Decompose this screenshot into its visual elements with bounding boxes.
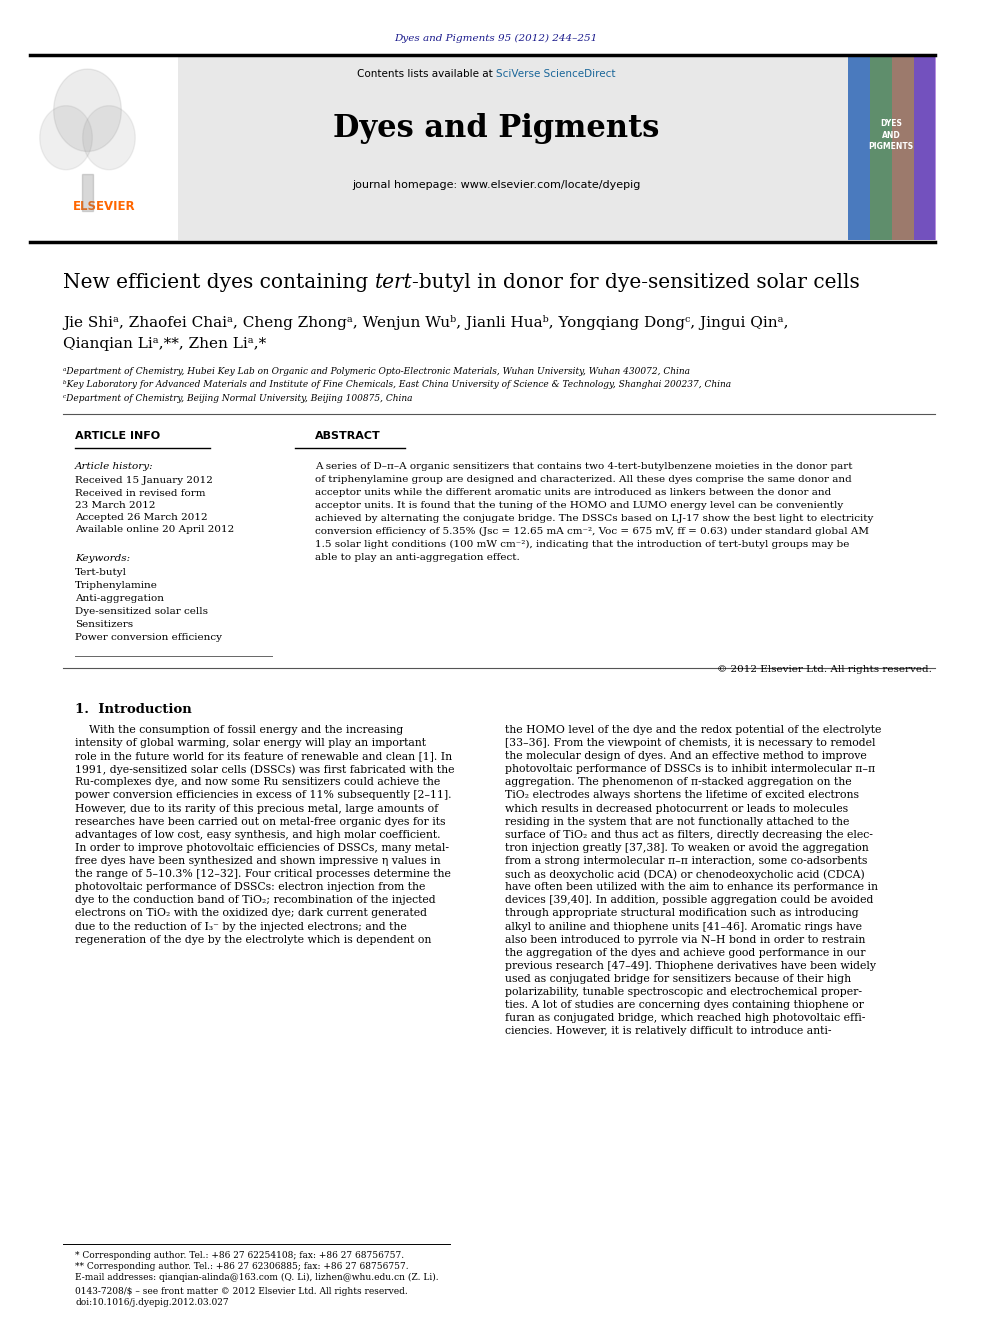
Text: SciVerse ScienceDirect: SciVerse ScienceDirect bbox=[496, 69, 615, 79]
Text: acceptor units. It is found that the tuning of the HOMO and LUMO energy level ca: acceptor units. It is found that the tun… bbox=[315, 501, 843, 509]
Text: ties. A lot of studies are concerning dyes containing thiophene or: ties. A lot of studies are concerning dy… bbox=[505, 1000, 864, 1009]
Text: DYES
AND
PIGMENTS: DYES AND PIGMENTS bbox=[868, 119, 914, 151]
Text: Available online 20 April 2012: Available online 20 April 2012 bbox=[75, 525, 234, 534]
Text: the HOMO level of the dye and the redox potential of the electrolyte: the HOMO level of the dye and the redox … bbox=[505, 725, 881, 736]
Text: 1.5 solar light conditions (100 mW cm⁻²), indicating that the introduction of te: 1.5 solar light conditions (100 mW cm⁻²)… bbox=[315, 540, 849, 549]
Text: Keywords:: Keywords: bbox=[75, 554, 130, 564]
Text: -butyl in donor for dye-sensitized solar cells: -butyl in donor for dye-sensitized solar… bbox=[413, 274, 860, 292]
Text: However, due to its rarity of this precious metal, large amounts of: However, due to its rarity of this preci… bbox=[75, 803, 438, 814]
Text: achieved by alternating the conjugate bridge. The DSSCs based on LJ-17 show the : achieved by alternating the conjugate br… bbox=[315, 515, 873, 523]
Text: previous research [47–49]. Thiophene derivatives have been widely: previous research [47–49]. Thiophene der… bbox=[505, 960, 876, 971]
Text: Received in revised form: Received in revised form bbox=[75, 490, 205, 497]
Text: used as conjugated bridge for sensitizers because of their high: used as conjugated bridge for sensitizer… bbox=[505, 974, 851, 984]
Bar bbox=[848, 56, 935, 239]
Text: * Corresponding author. Tel.: +86 27 62254108; fax: +86 27 68756757.: * Corresponding author. Tel.: +86 27 622… bbox=[75, 1252, 404, 1259]
Text: ᵇKey Laboratory for Advanced Materials and Institute of Fine Chemicals, East Chi: ᵇKey Laboratory for Advanced Materials a… bbox=[63, 381, 731, 389]
Text: ELSEVIER: ELSEVIER bbox=[72, 201, 135, 213]
Text: of triphenylamine group are designed and characterized. All these dyes comprise : of triphenylamine group are designed and… bbox=[315, 475, 852, 484]
Text: which results in decreased photocurrent or leads to molecules: which results in decreased photocurrent … bbox=[505, 803, 848, 814]
Text: Received 15 January 2012: Received 15 January 2012 bbox=[75, 476, 213, 486]
Text: ABSTRACT: ABSTRACT bbox=[315, 431, 381, 441]
Text: ᶜDepartment of Chemistry, Beijing Normal University, Beijing 100875, China: ᶜDepartment of Chemistry, Beijing Normal… bbox=[63, 393, 413, 402]
Text: intensity of global warming, solar energy will play an important: intensity of global warming, solar energ… bbox=[75, 738, 426, 747]
Bar bbox=[30, 56, 178, 239]
Text: photovoltaic performance of DSSCs: electron injection from the: photovoltaic performance of DSSCs: elect… bbox=[75, 882, 426, 892]
Text: Contents lists available at: Contents lists available at bbox=[357, 69, 496, 79]
Text: Power conversion efficiency: Power conversion efficiency bbox=[75, 632, 222, 642]
Text: polarizability, tunable spectroscopic and electrochemical proper-: polarizability, tunable spectroscopic an… bbox=[505, 987, 862, 998]
Text: Dye-sensitized solar cells: Dye-sensitized solar cells bbox=[75, 607, 208, 617]
Text: conversion efficiency of 5.35% (Jsc = 12.65 mA cm⁻², Voc = 675 mV, ff = 0.63) un: conversion efficiency of 5.35% (Jsc = 12… bbox=[315, 527, 869, 536]
Bar bbox=[82, 175, 93, 210]
Text: © 2012 Elsevier Ltd. All rights reserved.: © 2012 Elsevier Ltd. All rights reserved… bbox=[717, 665, 932, 673]
Text: Qianqian Liᵃ,**, Zhen Liᵃ,*: Qianqian Liᵃ,**, Zhen Liᵃ,* bbox=[63, 337, 266, 351]
Text: furan as conjugated bridge, which reached high photovoltaic effi-: furan as conjugated bridge, which reache… bbox=[505, 1013, 865, 1023]
Text: New efficient dyes containing: New efficient dyes containing bbox=[63, 274, 375, 292]
Polygon shape bbox=[82, 106, 135, 169]
Text: tron injection greatly [37,38]. To weaken or avoid the aggregation: tron injection greatly [37,38]. To weake… bbox=[505, 843, 869, 853]
Text: 0143-7208/$ – see front matter © 2012 Elsevier Ltd. All rights reserved.: 0143-7208/$ – see front matter © 2012 El… bbox=[75, 1287, 408, 1297]
Text: TiO₂ electrodes always shortens the lifetime of excited electrons: TiO₂ electrodes always shortens the life… bbox=[505, 791, 859, 800]
Text: Sensitizers: Sensitizers bbox=[75, 620, 133, 628]
Text: from a strong intermolecular π–π interaction, some co-adsorbents: from a strong intermolecular π–π interac… bbox=[505, 856, 867, 867]
Text: With the consumption of fossil energy and the increasing: With the consumption of fossil energy an… bbox=[75, 725, 404, 736]
Text: ciencies. However, it is relatively difficult to introduce anti-: ciencies. However, it is relatively diff… bbox=[505, 1027, 831, 1036]
Text: Anti-aggregation: Anti-aggregation bbox=[75, 594, 164, 603]
Text: 1.  Introduction: 1. Introduction bbox=[75, 703, 191, 716]
Text: photovoltaic performance of DSSCs is to inhibit intermolecular π–π: photovoltaic performance of DSSCs is to … bbox=[505, 765, 875, 774]
Text: ᵃDepartment of Chemistry, Hubei Key Lab on Organic and Polymeric Opto-Electronic: ᵃDepartment of Chemistry, Hubei Key Lab … bbox=[63, 368, 690, 377]
Text: dye to the conduction band of TiO₂; recombination of the injected: dye to the conduction band of TiO₂; reco… bbox=[75, 896, 435, 905]
Text: surface of TiO₂ and thus act as filters, directly decreasing the elec-: surface of TiO₂ and thus act as filters,… bbox=[505, 830, 873, 840]
Text: alkyl to aniline and thiophene units [41–46]. Aromatic rings have: alkyl to aniline and thiophene units [41… bbox=[505, 922, 862, 931]
Text: ARTICLE INFO: ARTICLE INFO bbox=[75, 431, 160, 441]
Bar bbox=[892, 56, 914, 239]
Text: free dyes have been synthesized and shown impressive η values in: free dyes have been synthesized and show… bbox=[75, 856, 440, 867]
Text: E-mail addresses: qianqian-alinda@163.com (Q. Li), lizhen@whu.edu.cn (Z. Li).: E-mail addresses: qianqian-alinda@163.co… bbox=[75, 1273, 438, 1282]
Text: A series of D–π–A organic sensitizers that contains two 4-tert-butylbenzene moie: A series of D–π–A organic sensitizers th… bbox=[315, 462, 852, 471]
Text: Accepted 26 March 2012: Accepted 26 March 2012 bbox=[75, 513, 207, 523]
Text: aggregation. The phenomenon of π-stacked aggregation on the: aggregation. The phenomenon of π-stacked… bbox=[505, 778, 851, 787]
Text: 23 March 2012: 23 March 2012 bbox=[75, 501, 156, 509]
Text: journal homepage: www.elsevier.com/locate/dyepig: journal homepage: www.elsevier.com/locat… bbox=[352, 180, 640, 191]
Bar bbox=[914, 56, 936, 239]
Text: advantages of low cost, easy synthesis, and high molar coefficient.: advantages of low cost, easy synthesis, … bbox=[75, 830, 440, 840]
Text: Triphenylamine: Triphenylamine bbox=[75, 581, 158, 590]
Text: acceptor units while the different aromatic units are introduced as linkers betw: acceptor units while the different aroma… bbox=[315, 488, 831, 497]
Text: Jie Shiᵃ, Zhaofei Chaiᵃ, Cheng Zhongᵃ, Wenjun Wuᵇ, Jianli Huaᵇ, Yongqiang Dongᶜ,: Jie Shiᵃ, Zhaofei Chaiᵃ, Cheng Zhongᵃ, W… bbox=[63, 315, 789, 329]
Text: researches have been carried out on metal-free organic dyes for its: researches have been carried out on meta… bbox=[75, 816, 445, 827]
Text: the aggregation of the dyes and achieve good performance in our: the aggregation of the dyes and achieve … bbox=[505, 947, 865, 958]
Text: also been introduced to pyrrole via N–H bond in order to restrain: also been introduced to pyrrole via N–H … bbox=[505, 934, 865, 945]
Text: Article history:: Article history: bbox=[75, 462, 154, 471]
Bar bbox=[30, 56, 935, 239]
Text: Ru-complexes dye, and now some Ru sensitizers could achieve the: Ru-complexes dye, and now some Ru sensit… bbox=[75, 778, 440, 787]
Text: have often been utilized with the aim to enhance its performance in: have often been utilized with the aim to… bbox=[505, 882, 878, 892]
Text: devices [39,40]. In addition, possible aggregation could be avoided: devices [39,40]. In addition, possible a… bbox=[505, 896, 873, 905]
Text: In order to improve photovoltaic efficiencies of DSSCs, many metal-: In order to improve photovoltaic efficie… bbox=[75, 843, 449, 853]
Text: due to the reduction of I₃⁻ by the injected electrons; and the: due to the reduction of I₃⁻ by the injec… bbox=[75, 922, 407, 931]
Text: Tert-butyl: Tert-butyl bbox=[75, 568, 127, 577]
Bar bbox=[848, 56, 870, 239]
Text: the range of 5–10.3% [12–32]. Four critical processes determine the: the range of 5–10.3% [12–32]. Four criti… bbox=[75, 869, 451, 878]
Polygon shape bbox=[54, 69, 121, 151]
Text: electrons on TiO₂ with the oxidized dye; dark current generated: electrons on TiO₂ with the oxidized dye;… bbox=[75, 909, 427, 918]
Text: residing in the system that are not functionally attached to the: residing in the system that are not func… bbox=[505, 816, 849, 827]
Bar bbox=[870, 56, 892, 239]
Text: role in the future world for its feature of renewable and clean [1]. In: role in the future world for its feature… bbox=[75, 751, 452, 761]
Text: able to play an anti-aggregation effect.: able to play an anti-aggregation effect. bbox=[315, 553, 520, 562]
Text: regeneration of the dye by the electrolyte which is dependent on: regeneration of the dye by the electroly… bbox=[75, 934, 432, 945]
Text: power conversion efficiencies in excess of 11% subsequently [2–11].: power conversion efficiencies in excess … bbox=[75, 791, 451, 800]
Text: such as deoxycholic acid (DCA) or chenodeoxycholic acid (CDCA): such as deoxycholic acid (DCA) or chenod… bbox=[505, 869, 865, 880]
Polygon shape bbox=[40, 106, 92, 169]
Text: ** Corresponding author. Tel.: +86 27 62306885; fax: +86 27 68756757.: ** Corresponding author. Tel.: +86 27 62… bbox=[75, 1262, 409, 1271]
Text: through appropriate structural modification such as introducing: through appropriate structural modificat… bbox=[505, 909, 859, 918]
Text: tert: tert bbox=[375, 274, 413, 292]
Text: Dyes and Pigments 95 (2012) 244–251: Dyes and Pigments 95 (2012) 244–251 bbox=[395, 33, 597, 42]
Text: [33–36]. From the viewpoint of chemists, it is necessary to remodel: [33–36]. From the viewpoint of chemists,… bbox=[505, 738, 876, 747]
Text: 1991, dye-sensitized solar cells (DSSCs) was first fabricated with the: 1991, dye-sensitized solar cells (DSSCs)… bbox=[75, 765, 454, 775]
Text: doi:10.1016/j.dyepig.2012.03.027: doi:10.1016/j.dyepig.2012.03.027 bbox=[75, 1298, 228, 1307]
Text: Dyes and Pigments: Dyes and Pigments bbox=[332, 112, 660, 143]
Text: the molecular design of dyes. And an effective method to improve: the molecular design of dyes. And an eff… bbox=[505, 751, 867, 761]
